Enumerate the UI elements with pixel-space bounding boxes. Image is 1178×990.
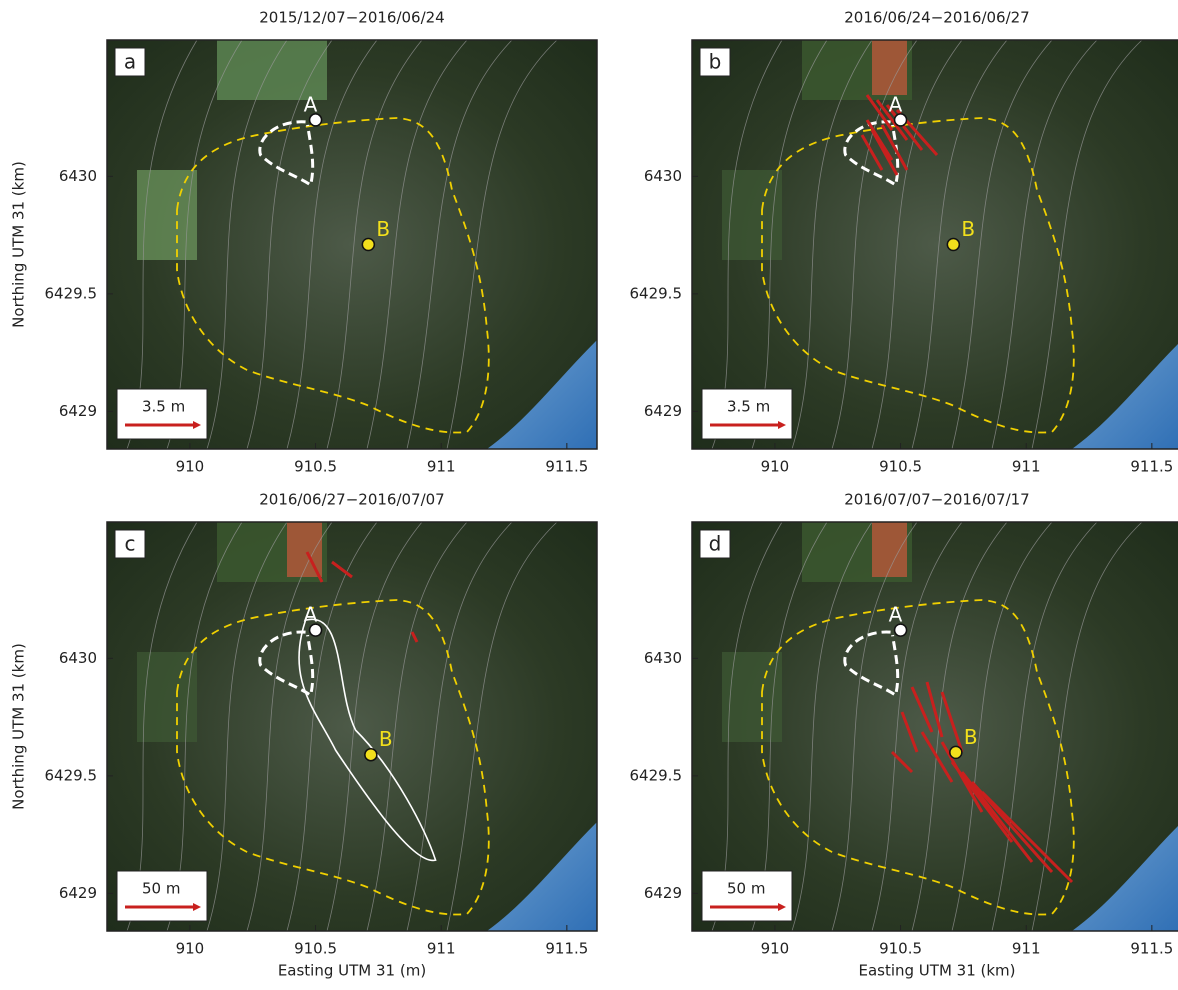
y-tick-label: 6429 [59,884,97,902]
y-tick-label: 6429.5 [630,766,683,784]
point-label: B [376,217,390,241]
x-tick-label: 910 [761,940,790,958]
x-tick-label: 911 [427,940,456,958]
panel: b 3.5 m A B 910 910.5 911 911.5 6429 6429.5 6430 20… [630,9,1178,476]
y-tick-label: 6429.5 [45,766,98,784]
panel-title: 2016/06/27−2016/07/07 [259,491,444,509]
scale-label: 3.5 m [142,398,185,416]
x-axis-label: Easting UTM 31 (m) [278,962,426,980]
panel-label: b [709,50,722,74]
point-label: B [961,217,975,241]
panel-title: 2016/07/07−2016/07/17 [844,491,1029,509]
point [365,749,377,761]
y-tick-label: 6430 [644,649,682,667]
x-tick-label: 910.5 [294,458,337,476]
point [362,239,374,251]
x-axis-label: Easting UTM 31 (km) [858,962,1015,980]
y-tick-label: 6429 [644,402,682,420]
panel: c 50 m A B 910 910.5 911 911.5 6429 6429.5 6430 201… [10,491,598,980]
y-tick-label: 6429 [644,884,682,902]
panel-label: c [125,532,136,556]
x-tick-label: 911.5 [545,458,588,476]
x-tick-label: 910.5 [879,458,922,476]
x-tick-label: 910 [176,458,205,476]
scale-label: 3.5 m [727,398,770,416]
x-tick-label: 911.5 [1130,458,1173,476]
x-tick-label: 910 [176,940,205,958]
point [947,239,959,251]
point-label: A [889,92,903,116]
x-tick-label: 911 [427,458,456,476]
x-tick-label: 910.5 [879,940,922,958]
panel: a 3.5 m A B 910 910.5 911 911.5 6429 6429.5 6430 20… [10,9,598,476]
figure: a 3.5 m A B 910 910.5 911 911.5 6429 6429.5 6430 20… [0,0,1178,986]
y-tick-label: 6429 [59,402,97,420]
point-label: A [889,603,903,627]
x-tick-label: 910 [761,458,790,476]
panel-label: d [709,532,722,556]
scale-label: 50 m [727,880,765,898]
point-label: A [304,92,318,116]
y-axis-label: Northing UTM 31 (km) [10,161,28,328]
point-label: B [379,727,393,751]
y-tick-label: 6429.5 [45,284,98,302]
y-tick-label: 6430 [59,167,97,185]
panel-title: 2015/12/07−2016/06/24 [259,9,444,27]
y-tick-label: 6430 [644,167,682,185]
point-label: B [964,725,978,749]
panel-label: a [124,50,136,74]
point [950,746,962,758]
y-tick-label: 6430 [59,649,97,667]
point-label: A [304,603,318,627]
field [217,40,327,100]
x-tick-label: 911 [1012,940,1041,958]
panel-title: 2016/06/24−2016/06/27 [844,9,1029,27]
x-tick-label: 911 [1012,458,1041,476]
x-tick-label: 910.5 [294,940,337,958]
y-tick-label: 6429.5 [630,284,683,302]
x-tick-label: 911.5 [1130,940,1173,958]
scale-label: 50 m [142,880,180,898]
panel: d 50 m A B 910 910.5 911 911.5 6429 6429.5 6430 201… [630,491,1178,980]
x-tick-label: 911.5 [545,940,588,958]
y-axis-label: Northing UTM 31 (km) [10,643,28,810]
